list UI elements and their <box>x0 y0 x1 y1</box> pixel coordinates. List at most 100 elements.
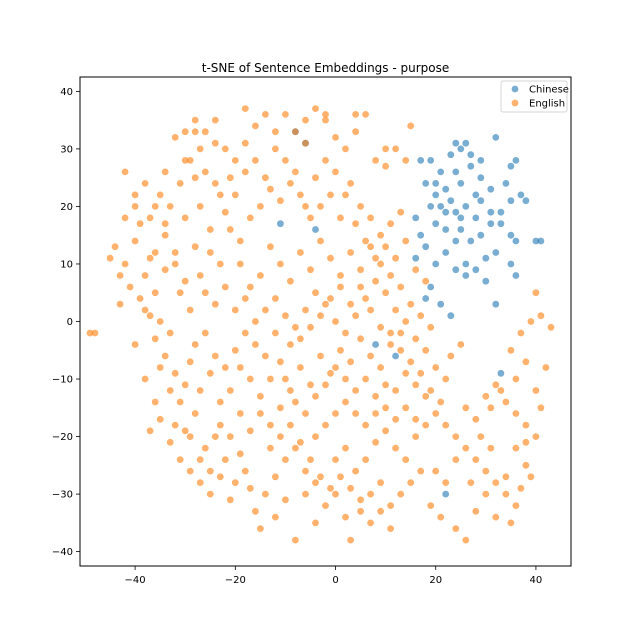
point-english-70 <box>252 318 259 325</box>
point-english-16 <box>231 157 239 164</box>
point-english-54 <box>347 180 354 187</box>
point-chinese-29 <box>432 220 440 228</box>
point-english-284 <box>262 352 269 360</box>
point-english-171 <box>246 283 254 291</box>
point-english-155 <box>532 289 540 297</box>
point-english-338 <box>517 484 525 492</box>
point-english-44 <box>246 214 254 222</box>
point-english-196 <box>226 387 234 394</box>
point-english-275 <box>171 260 179 268</box>
point-english-178 <box>317 237 324 245</box>
point-english-37 <box>176 289 184 297</box>
point-english-28 <box>362 111 369 118</box>
point-english-150 <box>507 346 515 354</box>
point-english-79 <box>342 329 349 337</box>
point-english-270 <box>121 214 129 222</box>
point-english-181 <box>347 249 354 256</box>
point-english-231 <box>402 456 410 463</box>
point-english-68 <box>231 346 239 354</box>
point-english-208 <box>347 358 354 366</box>
point-english-157 <box>512 375 520 383</box>
point-chinese-58 <box>427 283 435 291</box>
point-english-45 <box>257 203 264 210</box>
point-english-305 <box>196 479 204 486</box>
point-english-288 <box>302 410 309 417</box>
point-english-9 <box>171 249 179 256</box>
point-english-17 <box>241 168 249 176</box>
point-english-87 <box>422 346 430 354</box>
point-english-42 <box>226 226 234 233</box>
point-english-277 <box>191 243 199 251</box>
point-english-268 <box>412 266 420 274</box>
point-english-295 <box>372 410 379 417</box>
point-english-60 <box>151 335 159 343</box>
point-english-213 <box>397 329 405 337</box>
point-english-175 <box>287 277 294 285</box>
point-english-133 <box>332 490 339 498</box>
point-chinese-63 <box>437 168 445 176</box>
point-english-233 <box>422 421 430 429</box>
point-english-0 <box>91 329 99 337</box>
point-chinese-48 <box>482 254 490 262</box>
point-english-357 <box>277 404 284 412</box>
point-english-290 <box>322 381 329 389</box>
point-english-280 <box>221 283 229 291</box>
point-english-38 <box>186 306 194 314</box>
point-chinese-20 <box>457 214 465 222</box>
points-layer <box>86 105 555 544</box>
point-english-12 <box>196 145 204 153</box>
point-english-163 <box>166 203 174 210</box>
point-english-347 <box>176 398 184 406</box>
point-english-191 <box>166 329 174 337</box>
point-english-73 <box>282 312 289 320</box>
point-english-92 <box>171 421 179 429</box>
point-english-267 <box>402 237 410 245</box>
point-chinese-73 <box>277 220 284 228</box>
point-english-107 <box>322 421 329 429</box>
point-english-173 <box>267 243 274 251</box>
point-english-3 <box>121 260 129 268</box>
point-english-375 <box>302 116 309 124</box>
y-tick-label: −40 <box>52 547 73 558</box>
point-english-287 <box>292 398 299 406</box>
point-chinese-30 <box>442 226 450 233</box>
point-english-207 <box>337 346 344 354</box>
y-tick-label: −20 <box>52 432 73 443</box>
point-chinese-15 <box>427 203 435 210</box>
point-english-83 <box>382 289 389 297</box>
point-chinese-26 <box>507 197 515 205</box>
point-english-242 <box>151 249 159 256</box>
point-english-331 <box>472 415 480 423</box>
point-english-84 <box>392 306 399 314</box>
point-english-274 <box>161 220 169 228</box>
point-english-200 <box>267 375 274 383</box>
point-english-372 <box>211 116 219 124</box>
point-english-172 <box>257 272 264 279</box>
legend-marker-english <box>511 99 519 107</box>
point-english-298 <box>402 404 410 412</box>
point-english-122 <box>472 456 480 463</box>
point-english-322 <box>367 519 374 527</box>
point-english-345 <box>156 364 164 371</box>
point-english-160 <box>111 243 119 251</box>
point-english-257 <box>302 203 309 210</box>
point-chinese-17 <box>437 203 445 210</box>
point-english-352 <box>226 433 234 440</box>
point-english-165 <box>186 157 194 164</box>
point-english-6 <box>146 214 154 222</box>
point-english-102 <box>272 473 279 481</box>
point-english-203 <box>297 364 304 371</box>
point-english-333 <box>492 381 500 389</box>
point-english-118 <box>432 410 440 417</box>
point-english-373 <box>241 105 249 112</box>
point-chinese-50 <box>507 260 515 268</box>
point-chinese-27 <box>517 191 525 199</box>
point-english-121 <box>462 444 470 452</box>
point-english-15 <box>221 145 229 153</box>
point-english-271 <box>131 191 139 199</box>
point-english-56 <box>367 214 374 222</box>
point-english-356 <box>267 421 274 429</box>
point-english-296 <box>382 381 389 389</box>
point-english-311 <box>257 525 264 532</box>
